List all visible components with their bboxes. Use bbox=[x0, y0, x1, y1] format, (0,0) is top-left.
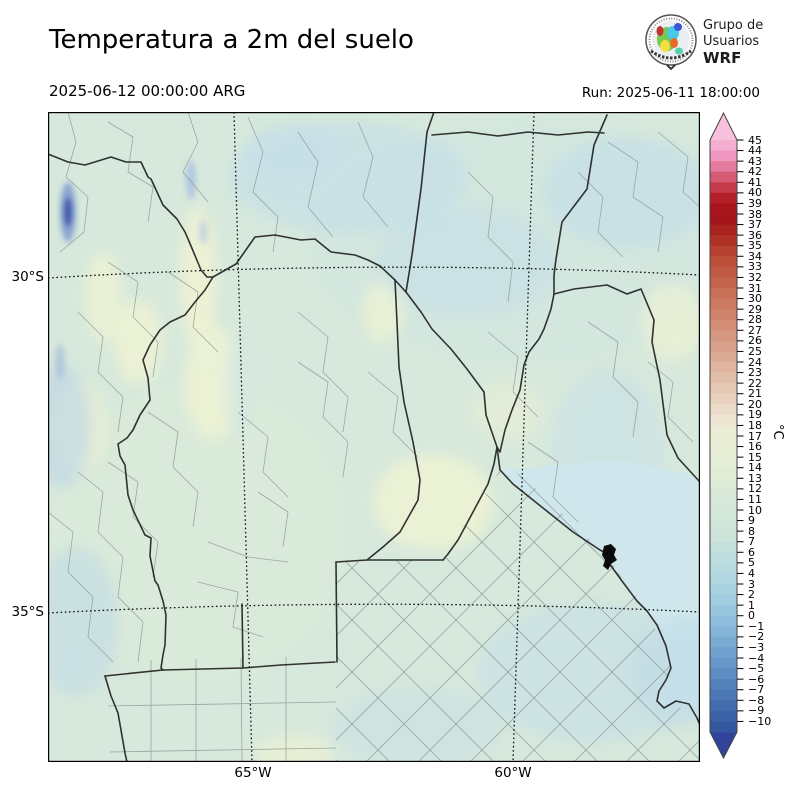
colorbar-tick-label: 28 bbox=[748, 313, 762, 327]
colorbar-tick-label: −7 bbox=[748, 683, 765, 697]
colorbar-tick-label: 44 bbox=[748, 144, 762, 158]
colorbar-tick-label: 8 bbox=[748, 524, 755, 538]
colorbar-tick-label: −5 bbox=[748, 662, 765, 676]
colorbar-tick-label: 23 bbox=[748, 366, 762, 380]
run-time-label: Run: 2025-06-11 18:00:00 bbox=[581, 85, 760, 101]
colorbar-tick-label: 29 bbox=[748, 302, 762, 316]
logo-line-3: WRF bbox=[703, 49, 742, 67]
colorbar-tick-label: 16 bbox=[748, 440, 762, 454]
colorbar-tick-label: −8 bbox=[748, 693, 765, 707]
colorbar-tick-label: 3 bbox=[748, 577, 755, 591]
lon-label-65w: 65°W bbox=[234, 765, 272, 781]
colorbar-tick-label: 43 bbox=[748, 154, 762, 168]
colorbar-tick-label: 37 bbox=[748, 218, 762, 232]
colorbar-tick-label: −3 bbox=[748, 640, 765, 654]
colorbar-tick-label: 24 bbox=[748, 355, 762, 369]
colorbar-tick-label: 11 bbox=[748, 492, 762, 506]
colorbar-tick-label: 14 bbox=[748, 461, 762, 475]
colorbar-tick-label: 12 bbox=[748, 482, 762, 496]
colorbar-tick-label: 36 bbox=[748, 228, 762, 242]
colorbar-tick-label: 41 bbox=[748, 175, 762, 189]
colorbar-tick-label: 42 bbox=[748, 165, 762, 179]
colorbar-tick-label: 19 bbox=[748, 408, 762, 422]
colorbar-tick-label: −2 bbox=[748, 630, 765, 644]
colorbar-tick-label: 26 bbox=[748, 334, 762, 348]
colorbar-tick-label: 1 bbox=[748, 598, 755, 612]
colorbar-tick-label: 2 bbox=[748, 588, 755, 602]
colorbar-tick-label: 45 bbox=[748, 133, 762, 147]
colorbar-tick-label: 17 bbox=[748, 429, 762, 443]
colorbar-tick-label: 7 bbox=[748, 535, 755, 549]
colorbar-tick-label: 31 bbox=[748, 281, 762, 295]
logo-line-2: Usuarios bbox=[703, 34, 760, 49]
colorbar-tick-label: 6 bbox=[748, 545, 755, 559]
colorbar-tick-label: 34 bbox=[748, 249, 762, 263]
colorbar-tick-label: 38 bbox=[748, 207, 762, 221]
colorbar-tick-label: 21 bbox=[748, 387, 762, 401]
colorbar-tick-label: −10 bbox=[748, 714, 772, 728]
colorbar-tick-label: 0 bbox=[748, 609, 755, 623]
logo-line-1: Grupo de bbox=[703, 18, 764, 33]
colorbar bbox=[709, 111, 744, 760]
lat-label-30s: 30°S bbox=[11, 269, 45, 285]
logo-text: Grupo de Usuarios WRF bbox=[703, 18, 763, 66]
colorbar-tick-label: 25 bbox=[748, 344, 762, 358]
colorbar-tick-label: 33 bbox=[748, 260, 762, 274]
map-border bbox=[48, 112, 700, 762]
colorbar-unit-label: °C bbox=[770, 424, 785, 440]
colorbar-tick-label: 40 bbox=[748, 186, 762, 200]
colorbar-tick-label: −4 bbox=[748, 651, 765, 665]
colorbar-tick-label: 32 bbox=[748, 270, 762, 284]
colorbar-tick-label: 30 bbox=[748, 292, 762, 306]
colorbar-tick-label: −1 bbox=[748, 619, 765, 633]
colorbar-tick-label: 22 bbox=[748, 376, 762, 390]
colorbar-tick-label: −6 bbox=[748, 672, 765, 686]
department-boundaries bbox=[48, 112, 700, 762]
andes-cold-spots bbox=[55, 160, 207, 380]
colorbar-tick-label: 15 bbox=[748, 450, 762, 464]
colorbar-tick-label: −9 bbox=[748, 704, 765, 718]
rio-de-la-plata-water bbox=[500, 462, 700, 725]
colorbar-tick-label: 9 bbox=[748, 514, 755, 528]
colorbar-tick-label: 27 bbox=[748, 323, 762, 337]
colorbar-tick-label: 13 bbox=[748, 471, 762, 485]
colorbar-tick-label: 35 bbox=[748, 239, 762, 253]
lat-label-35s: 35°S bbox=[11, 604, 45, 620]
province-boundaries bbox=[48, 112, 700, 762]
colorbar-tick-label: 18 bbox=[748, 418, 762, 432]
buenos-aires-city-outline bbox=[602, 544, 617, 570]
graticule-lines bbox=[48, 112, 700, 762]
lon-label-60w: 60°W bbox=[494, 765, 532, 781]
map-canvas bbox=[48, 112, 700, 762]
colorbar-tick-label: 10 bbox=[748, 503, 762, 517]
colorbar-tick-label: 5 bbox=[748, 556, 755, 570]
page-title: Temperatura a 2m del suelo bbox=[49, 25, 414, 55]
colorbar-tick-label: 4 bbox=[748, 566, 755, 580]
colorbar-tick-label: 20 bbox=[748, 397, 762, 411]
wrf-users-group-logo-icon bbox=[645, 14, 697, 71]
colorbar-tick-label: 39 bbox=[748, 196, 762, 210]
valid-time-label: 2025-06-12 00:00:00 ARG bbox=[49, 82, 246, 100]
